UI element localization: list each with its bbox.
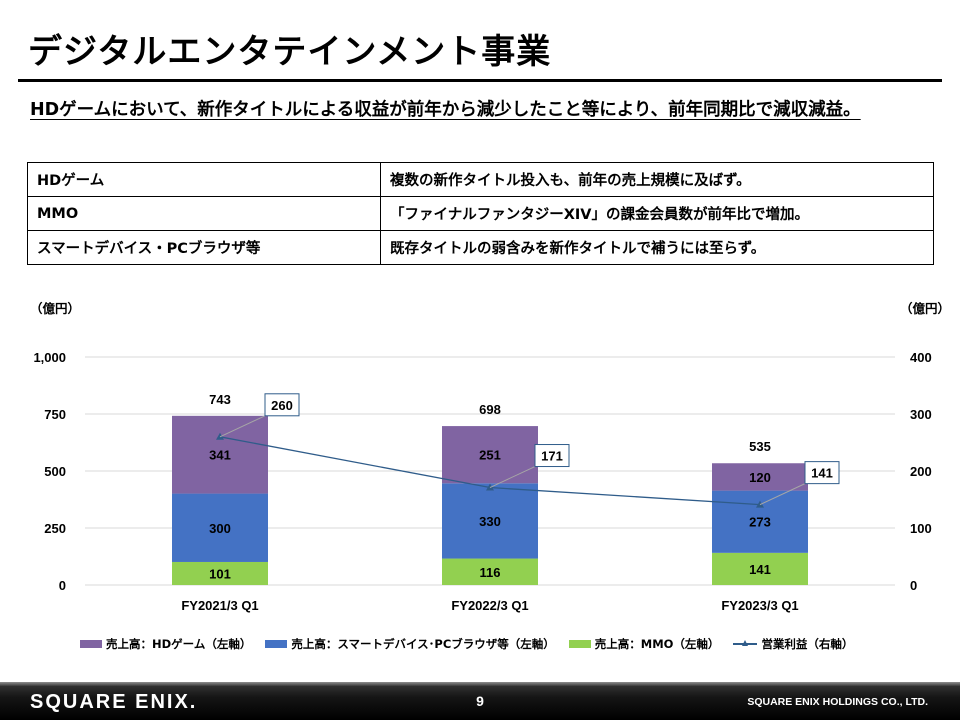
legend-label: 売上高：HDゲーム（左軸）: [106, 637, 252, 651]
right-axis-tick-label: 400: [910, 350, 932, 365]
company-logo: SQUARE ENIX.: [30, 691, 198, 713]
table-row: HDゲーム 複数の新作タイトル投入も、前年の売上規模に及ばず。: [27, 162, 934, 197]
bar-value-label: 141: [749, 562, 771, 577]
legend-item: 営業利益（右軸）: [733, 636, 853, 652]
segment-cell: スマートデバイス・PCブラウザ等: [27, 230, 381, 265]
profit-callout-box: [804, 461, 840, 485]
right-axis-unit: （億円）: [900, 301, 951, 316]
category-label: FY2023/3 Q1: [721, 598, 798, 613]
right-axis-tick-label: 0: [910, 578, 917, 593]
legend-label: 売上高：MMO（左軸）: [594, 637, 720, 651]
legend-item: 売上高：スマートデバイス･PCブラウザ等（左軸）: [265, 636, 555, 652]
comment-cell: 複数の新作タイトル投入も、前年の売上規模に及ばず。: [380, 162, 934, 197]
table-row: スマートデバイス・PCブラウザ等 既存タイトルの弱含みを新作タイトルで補うには至…: [27, 230, 934, 265]
left-axis-tick-label: 500: [44, 464, 66, 479]
legend-label: 売上高：スマートデバイス･PCブラウザ等（左軸）: [291, 637, 555, 651]
total-label: 698: [479, 402, 501, 417]
title-divider: [18, 79, 942, 82]
bar-segment: [172, 561, 268, 585]
bar-value-label: 273: [749, 515, 771, 530]
summary-table: HDゲーム 複数の新作タイトル投入も、前年の売上規模に及ばず。 MMO 「ファイ…: [27, 162, 934, 265]
bar-value-label: 120: [749, 470, 771, 485]
bar-segment: [712, 552, 808, 585]
legend-swatch: [80, 640, 102, 648]
left-axis-unit: （億円）: [30, 301, 81, 316]
legend-item: 売上高：MMO（左軸）: [568, 636, 720, 652]
page-number: 9: [476, 693, 484, 709]
legend-label: 営業利益（右軸）: [761, 637, 854, 651]
profit-value-label: 171: [541, 449, 563, 464]
right-axis-tick-label: 100: [910, 521, 932, 536]
chart-legend: 売上高：HDゲーム（左軸） 売上高：スマートデバイス･PCブラウザ等（左軸） 売上高…: [80, 636, 900, 652]
table-row: MMO 「ファイナルファンタジーXIV」の課金会員数が前年比で増加。: [27, 196, 934, 231]
company-name: SQUARE ENIX HOLDINGS CO., LTD.: [747, 696, 928, 708]
headline: HDゲームにおいて、新作タイトルによる収益が前年から減少したこと等により、前年同…: [30, 100, 861, 120]
comment-cell: 既存タイトルの弱含みを新作タイトルで補うには至らず。: [380, 230, 934, 265]
left-axis-tick-label: 1,000: [33, 350, 66, 365]
segment-cell: HDゲーム: [27, 162, 381, 197]
bar-segment: [712, 463, 808, 491]
right-axis-tick-label: 200: [910, 464, 932, 479]
left-axis-tick-label: 750: [44, 407, 66, 422]
bar-segment: [442, 426, 538, 484]
bar-value-label: 341: [209, 448, 231, 463]
profit-value-label: 141: [811, 466, 833, 481]
profit-callout-leader: [219, 415, 266, 438]
profit-callout-box: [264, 393, 300, 417]
left-axis-tick-label: 0: [59, 578, 66, 593]
bar-value-label: 300: [209, 521, 231, 536]
profit-callout-leader: [759, 483, 806, 506]
left-axis-tick-label: 250: [44, 521, 66, 536]
comment-cell: 「ファイナルファンタジーXIV」の課金会員数が前年比で増加。: [380, 196, 934, 231]
slide-title: デジタルエンタテインメント事業: [28, 32, 552, 72]
bar-value-label: 101: [209, 566, 231, 581]
profit-callout-leader: [489, 466, 536, 488]
legend-swatch: [568, 640, 591, 648]
profit-value-label: 260: [271, 398, 293, 413]
revenue-chart: 0 250 500 750 1,000 0 100 200 300 400 101 300 341 743…: [33, 350, 932, 613]
bar-segment: [442, 558, 538, 585]
legend-item: 売上高：HDゲーム（左軸）: [80, 636, 251, 652]
profit-callout-box: [534, 444, 570, 468]
bar-segment: [442, 483, 538, 559]
legend-line-swatch: [733, 639, 758, 649]
category-label: FY2022/3 Q1: [451, 598, 528, 613]
bar-segment: [172, 415, 268, 494]
segment-cell: MMO: [27, 196, 381, 231]
bar-value-label: 251: [479, 448, 501, 463]
total-label: 535: [749, 439, 771, 454]
bar-segment: [172, 493, 268, 562]
bar-value-label: 116: [480, 565, 501, 580]
right-axis-tick-label: 300: [910, 407, 932, 422]
category-label: FY2021/3 Q1: [181, 598, 258, 613]
bar-value-label: 330: [479, 514, 501, 529]
total-label: 743: [209, 392, 231, 407]
footer-bar: SQUARE ENIX. 9 SQUARE ENIX HOLDINGS CO.,…: [0, 682, 960, 720]
legend-swatch: [265, 640, 288, 648]
